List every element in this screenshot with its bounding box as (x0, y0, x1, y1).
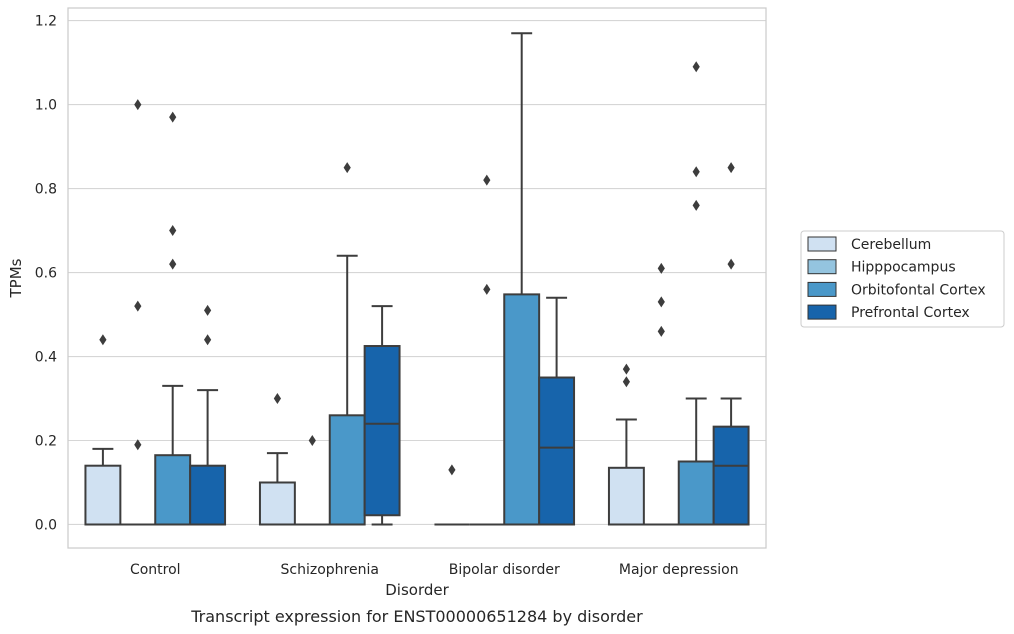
legend-frame (800, 230, 1005, 328)
legend-swatch (807, 259, 837, 275)
x-tick-label: Major depression (619, 562, 739, 578)
x-tick-label: Schizophrenia (281, 562, 379, 578)
outlier-point (657, 296, 665, 308)
y-tick-label: 1.2 (35, 14, 57, 30)
box (328, 414, 366, 526)
outlier-point (657, 262, 665, 274)
box (258, 481, 296, 526)
y-tick-label: 0.6 (35, 266, 57, 282)
box-group (84, 334, 122, 526)
outlier-point (169, 258, 177, 270)
y-tick-labels: 0.0 0.2 0.4 0.6 0.8 1.0 1.2 (35, 14, 57, 534)
outlier-point (308, 435, 316, 447)
box-group (677, 61, 715, 526)
x-tick-label: Bipolar disorder (449, 562, 560, 578)
x-tick-label: Control (130, 562, 181, 578)
outlier-point (483, 283, 491, 295)
outlier-point (343, 162, 351, 174)
outlier-point (692, 199, 700, 211)
chart-caption: Transcript expression for ENST0000065128… (190, 607, 643, 626)
box (189, 464, 227, 526)
box-group (607, 363, 645, 526)
y-axis-label: TPMs (7, 258, 25, 298)
outlier-point (273, 393, 281, 405)
y-tick-label: 1.0 (35, 98, 57, 114)
outlier-point (204, 334, 212, 346)
y-tick-label: 0.8 (35, 182, 57, 198)
outlier-point (727, 258, 735, 270)
outlier-point (448, 464, 456, 476)
legend-label: Cerebellum (851, 237, 931, 253)
box-group (503, 32, 541, 526)
box-group (469, 174, 505, 526)
box-group (643, 262, 679, 526)
outlier-point (99, 334, 107, 346)
outlier-point (134, 300, 142, 312)
outlier-point (692, 61, 700, 73)
legend-label: Hipppocampus (851, 260, 956, 276)
legend: Cerebellum Hipppocampus Orbitofontal Corte… (800, 230, 1005, 328)
box-series (84, 32, 750, 526)
box-group (712, 162, 750, 526)
y-tick-label: 0.2 (35, 434, 57, 450)
outlier-point (134, 99, 142, 111)
box (503, 293, 541, 526)
outlier-point (169, 111, 177, 123)
box-group (434, 464, 470, 526)
outlier-point (204, 304, 212, 316)
box-group (294, 435, 330, 526)
y-tick-label: 0.0 (35, 517, 57, 533)
box (363, 345, 401, 517)
legend-label: Orbitofontal Cortex (851, 282, 986, 298)
plot-frame (67, 7, 767, 549)
outlier-point (657, 325, 665, 337)
outlier-point (169, 225, 177, 237)
x-axis-label: Disorder (385, 581, 449, 599)
box (712, 425, 750, 526)
box (84, 464, 122, 526)
y-tick-label: 0.4 (35, 350, 57, 366)
box-group (363, 305, 401, 526)
box-group (120, 99, 156, 526)
legend-swatch (807, 281, 837, 297)
box (538, 376, 576, 526)
outlier-point (622, 376, 630, 388)
box-group (189, 304, 227, 526)
outlier-point (134, 439, 142, 451)
outlier-point (727, 162, 735, 174)
box (607, 466, 645, 526)
outlier-point (692, 166, 700, 178)
legend-swatch (807, 236, 837, 252)
box (154, 454, 192, 526)
box-group (154, 111, 192, 526)
outlier-point (483, 174, 491, 186)
legend-label: Prefrontal Cortex (851, 305, 970, 321)
outlier-point (622, 363, 630, 375)
box-group (258, 393, 296, 526)
legend-swatch (807, 304, 837, 320)
box-group (538, 296, 576, 526)
x-tick-labels: Control Schizophrenia Bipolar disorder Majo… (130, 562, 739, 578)
box (677, 460, 715, 526)
